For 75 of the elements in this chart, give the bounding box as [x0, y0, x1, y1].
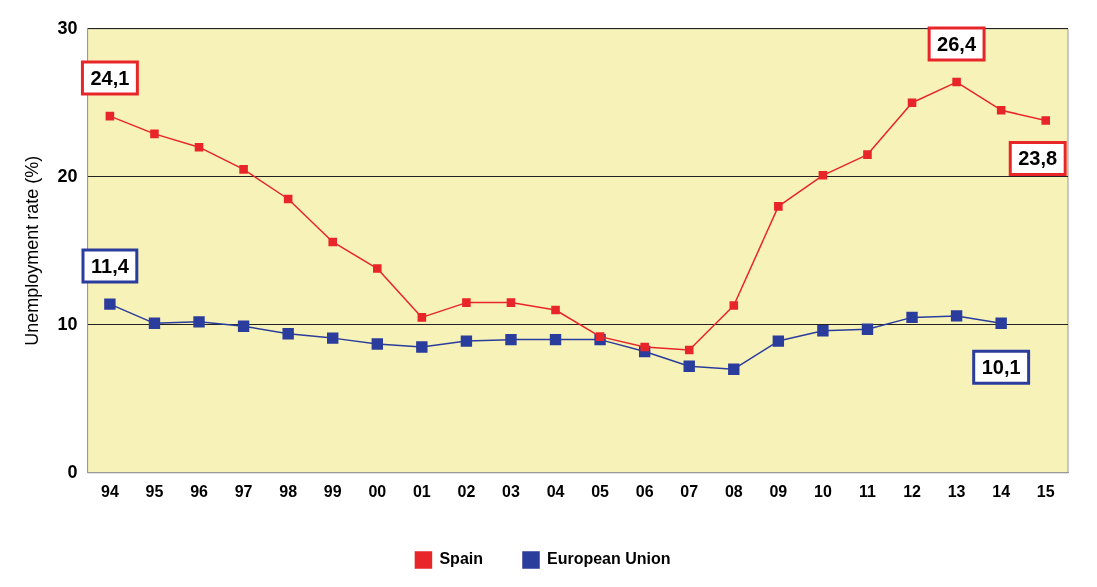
- point: [996, 105, 1006, 115]
- x-tick-label: 99: [323, 482, 342, 500]
- annotation: 23,8: [1018, 147, 1058, 170]
- point: [282, 327, 294, 340]
- point: [640, 342, 649, 352]
- x-tick-label: 94: [101, 482, 119, 500]
- x-tick-label: 09: [769, 482, 788, 500]
- point: [372, 264, 382, 273]
- x-tick-label: 11: [859, 482, 877, 500]
- point: [950, 310, 963, 322]
- point: [371, 338, 383, 350]
- annotation: 10,1: [981, 355, 1021, 378]
- point: [995, 317, 1007, 330]
- legend-label: European Union: [547, 550, 671, 568]
- x-tick-label: 96: [190, 482, 209, 500]
- point: [774, 202, 783, 211]
- x-tick-label: 14: [992, 482, 1011, 500]
- annotation: 26,4: [937, 32, 977, 55]
- x-tick-label: 13: [947, 482, 966, 500]
- point: [907, 98, 917, 108]
- x-tick-label: 05: [591, 482, 610, 500]
- point: [683, 360, 695, 372]
- y-tick-label: 0: [67, 461, 78, 482]
- x-tick-label: 00: [368, 482, 387, 500]
- point: [237, 320, 250, 332]
- point: [505, 333, 517, 346]
- x-tick-label: 07: [680, 482, 699, 500]
- annotation: 24,1: [90, 66, 130, 89]
- point: [462, 298, 471, 307]
- point: [416, 341, 428, 353]
- point: [595, 332, 605, 341]
- y-axis-title: Unemployment rate (%): [21, 155, 42, 346]
- x-tick-label: 12: [903, 482, 922, 500]
- x-tick-label: 06: [635, 482, 654, 500]
- point: [684, 345, 694, 355]
- y-tick-label: 30: [57, 17, 78, 38]
- x-tick-label: 01: [412, 482, 431, 500]
- x-tick-label: 04: [546, 482, 565, 500]
- point: [417, 313, 427, 322]
- x-tick-label: 98: [279, 482, 298, 500]
- y-tick-label: 20: [57, 165, 78, 186]
- x-tick-label: 95: [145, 482, 164, 500]
- point: [193, 316, 205, 328]
- annotation: 11,4: [90, 254, 130, 277]
- point: [817, 325, 829, 337]
- x-tick-label: 97: [234, 482, 253, 500]
- point: [863, 150, 872, 159]
- point: [283, 194, 293, 204]
- point: [328, 237, 337, 247]
- point: [952, 77, 961, 87]
- point: [1041, 116, 1050, 125]
- x-tick-label: 15: [1036, 482, 1055, 500]
- point: [551, 305, 560, 315]
- point: [506, 298, 516, 307]
- point: [772, 335, 785, 347]
- legend-label: Spain: [439, 550, 483, 568]
- point: [239, 165, 248, 174]
- point: [728, 363, 740, 375]
- point: [104, 298, 116, 310]
- x-tick-label: 03: [502, 482, 520, 500]
- x-tick-label: 10: [814, 482, 832, 500]
- point: [906, 311, 918, 324]
- point: [105, 111, 115, 121]
- point: [150, 129, 159, 139]
- point: [729, 301, 739, 310]
- point: [148, 317, 161, 330]
- point: [194, 142, 204, 152]
- point: [861, 323, 874, 335]
- y-tick-label: 10: [57, 313, 78, 334]
- x-tick-label: 08: [724, 482, 743, 500]
- point: [549, 333, 562, 346]
- point: [327, 332, 339, 344]
- x-tick-label: 02: [457, 482, 476, 500]
- point: [818, 171, 828, 180]
- point: [460, 335, 473, 347]
